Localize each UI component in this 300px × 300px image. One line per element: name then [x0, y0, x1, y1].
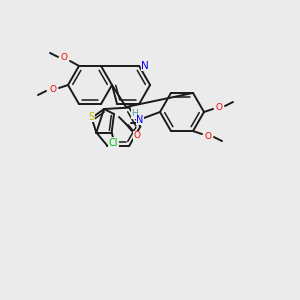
- Text: Cl: Cl: [109, 137, 118, 148]
- Text: O: O: [61, 53, 68, 62]
- Text: O: O: [215, 103, 223, 112]
- Text: O: O: [134, 131, 140, 140]
- Text: S: S: [88, 112, 95, 122]
- Text: N: N: [141, 61, 149, 71]
- Text: O: O: [205, 132, 212, 141]
- Text: H: H: [132, 110, 138, 118]
- Text: N: N: [136, 115, 144, 125]
- Text: O: O: [50, 85, 56, 94]
